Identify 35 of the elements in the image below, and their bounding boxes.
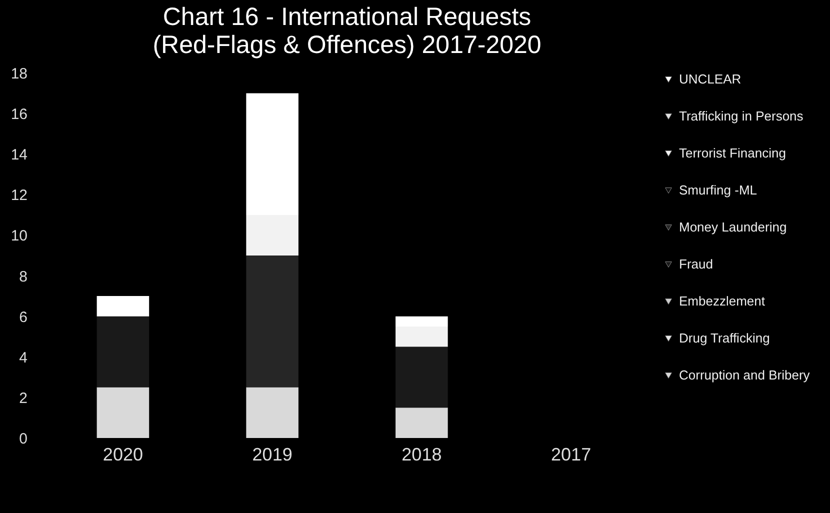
y-tick-label: 2 <box>19 390 28 407</box>
bar <box>96 387 150 438</box>
y-tick-label: 12 <box>10 187 28 204</box>
x-tick-label: 2019 <box>252 444 292 464</box>
legend-label: Smurfing -ML <box>679 182 758 198</box>
legend-label: Terrorist Financing <box>679 146 786 160</box>
legend-label: Fraud <box>679 256 713 272</box>
y-tick-label: 4 <box>19 349 28 366</box>
bar <box>96 296 150 316</box>
y-tick-label: 0 <box>19 430 28 448</box>
y-tick-label: 10 <box>10 228 28 245</box>
legend-label: Trafficking in Persons <box>679 108 804 124</box>
y-tick-label: 14 <box>10 146 28 164</box>
y-tick-label: 8 <box>19 268 28 286</box>
y-tick-label: 16 <box>10 106 28 124</box>
bar <box>396 326 448 347</box>
bar <box>396 316 448 326</box>
bar <box>246 256 298 388</box>
legend-label: Embezzlement <box>679 294 766 308</box>
chart-title: Chart 16 - International Requests (Red-Flags & Offences) 2017-2020 <box>152 3 542 59</box>
bar <box>246 93 298 215</box>
x-tick-label: 2020 <box>102 444 143 464</box>
x-tick-label: 2017 <box>551 444 592 464</box>
bar <box>396 408 448 438</box>
y-tick-label: 6 <box>19 308 28 326</box>
legend-label: Money Laundering <box>679 220 787 234</box>
bar <box>396 346 448 408</box>
bar <box>246 214 298 256</box>
legend-label: Corruption and Bribery <box>679 368 810 382</box>
y-tick-label: 18 <box>10 66 28 82</box>
bar <box>246 387 298 438</box>
legend-label: UNCLEAR <box>679 72 742 86</box>
legend-label: Drug Trafficking <box>679 330 770 346</box>
x-tick-label: 2018 <box>402 444 442 464</box>
bar <box>96 316 150 388</box>
